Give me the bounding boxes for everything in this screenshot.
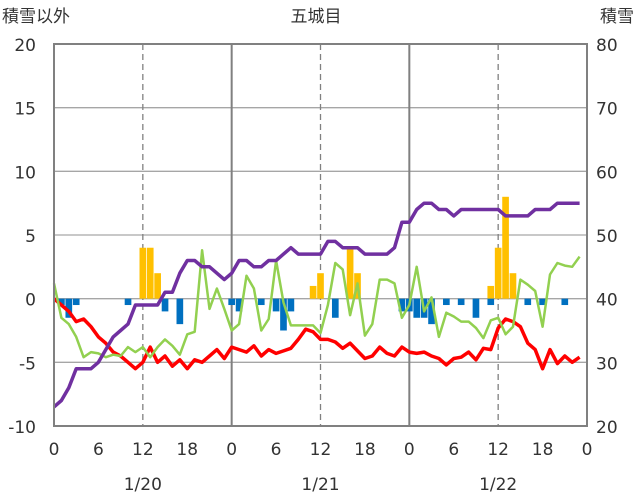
bar [154,273,161,299]
x-tick-label: 12 [310,440,332,460]
bar [139,247,147,299]
bar [272,298,280,312]
series-line [52,201,580,409]
bar [502,196,509,299]
bar [331,298,339,318]
x-tick-label: 18 [176,440,198,460]
chart-title: 五城目 [291,7,342,27]
y-left-tick-label: 5 [25,227,36,247]
bars [58,196,569,331]
y-left-tick-label: 10 [14,163,36,183]
bar [176,298,184,325]
bar [58,298,65,306]
bar [457,298,465,306]
date-label: 1/20 [124,475,162,495]
x-tick-label: 0 [226,440,237,460]
date-label: 1/21 [301,475,339,495]
y-right-tick-label: 30 [596,354,618,374]
day-separators [142,44,499,426]
bar [124,298,132,306]
y-right-tick-label: 80 [596,36,618,56]
x-tick-label: 0 [404,440,415,460]
bar [161,298,169,312]
x-tick-label: 0 [582,440,593,460]
bar [539,298,546,306]
x-tick-label: 18 [354,440,376,460]
y-left-ticks: 20 15 10 5 0 -5 -10 [8,36,36,438]
bar [509,273,517,299]
y-right-tick-label: 70 [596,100,618,120]
bar [72,298,80,306]
bar [413,298,421,318]
bar [487,298,495,306]
series-line [52,249,581,359]
bar [494,247,502,299]
bar [472,298,480,318]
x-ticks: 0 6 12 18 0 6 12 18 0 6 12 18 0 [49,440,593,460]
bar [398,298,406,312]
plot-frame [53,43,588,427]
bar [317,273,324,299]
y-left-tick-label: -5 [19,354,36,374]
date-labels: 1/20 1/21 1/22 [124,475,518,495]
x-tick-label: 6 [93,440,104,460]
y-right-label: 積雪 [600,7,634,27]
bar [235,298,243,312]
y-left-label: 積雪以外 [2,7,70,27]
bar [228,298,235,306]
bar [280,298,287,331]
bar [487,285,495,299]
x-tick-label: 6 [448,440,459,460]
y-left-tick-label: -10 [8,418,36,438]
bar [309,285,317,299]
bar [428,298,435,325]
bar [257,298,265,306]
x-tick-label: 12 [487,440,509,460]
y-left-tick-label: 15 [14,100,36,120]
y-left-tick-label: 20 [14,36,36,56]
bar [287,298,295,312]
x-tick-label: 0 [49,440,60,460]
x-tick-label: 18 [532,440,554,460]
series-line [52,297,581,371]
y-left-tick-label: 0 [25,291,36,311]
bar [443,298,450,306]
y-right-tick-label: 60 [596,163,618,183]
bar [146,247,154,299]
y-right-tick-label: 40 [596,291,618,311]
series-lines [52,201,581,409]
bar [524,298,532,306]
x-tick-label: 6 [271,440,282,460]
y-right-tick-label: 50 [596,227,618,247]
x-tick-label: 12 [132,440,154,460]
bar [65,298,73,318]
bar [346,247,354,299]
date-label: 1/22 [479,475,517,495]
bar [561,298,569,306]
y-right-ticks: 80 70 60 50 40 30 20 [596,36,618,438]
y-right-tick-label: 20 [596,418,618,438]
